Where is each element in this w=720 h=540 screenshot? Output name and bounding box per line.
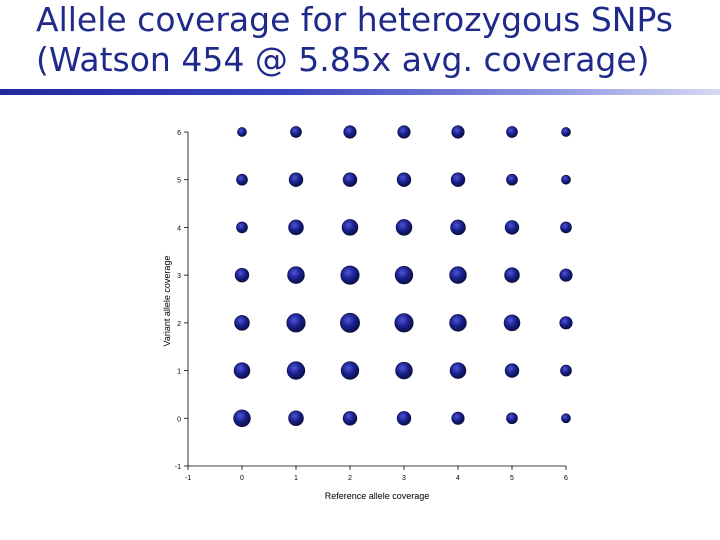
data-point <box>504 363 520 378</box>
data-point <box>397 125 411 139</box>
data-point <box>449 362 467 379</box>
data-point <box>561 413 571 424</box>
data-point <box>237 127 247 137</box>
data-point <box>451 125 465 139</box>
data-point <box>394 265 414 285</box>
y-axis-label: Variant allele coverage <box>162 256 172 347</box>
x-tick-label: 0 <box>240 475 244 482</box>
y-tick-label: 3 <box>177 273 181 280</box>
data-point <box>506 173 518 186</box>
y-tick-label: 6 <box>177 130 181 137</box>
slide-title-line-1: Allele coverage for heterozygous SNPs <box>36 0 673 39</box>
data-point <box>233 362 251 379</box>
data-point <box>288 410 304 427</box>
x-tick-label: 1 <box>294 475 298 482</box>
data-point <box>503 314 521 332</box>
x-tick-label: 5 <box>510 475 514 482</box>
chart-container: -1 0 1 2 3 4 5 6 -1 0 1 2 3 4 5 6 Reference allele cove… <box>150 118 590 510</box>
data-point <box>394 313 414 333</box>
data-point <box>233 409 251 428</box>
data-point <box>236 173 248 186</box>
data-point <box>450 219 466 236</box>
y-tick-label: 5 <box>177 178 181 185</box>
data-point <box>290 126 302 138</box>
data-point <box>449 314 467 332</box>
x-tick-label: 2 <box>348 475 352 482</box>
data-point <box>560 364 572 377</box>
x-tick-label: 4 <box>456 475 460 482</box>
chart-points <box>233 125 573 428</box>
data-point <box>504 267 520 283</box>
y-tick-label: 2 <box>177 321 181 328</box>
title-divider <box>0 89 720 95</box>
scatter-chart: -1 0 1 2 3 4 5 6 -1 0 1 2 3 4 5 6 Reference allele cove… <box>162 125 573 501</box>
x-tick-label: 6 <box>564 475 568 482</box>
data-point <box>341 219 359 236</box>
data-point <box>340 312 360 333</box>
slide-title: Allele coverage for heterozygous SNPs (W… <box>36 0 716 80</box>
data-point <box>395 361 413 380</box>
data-point <box>286 313 306 333</box>
data-point <box>342 411 358 426</box>
data-point <box>395 219 413 236</box>
y-tick-label: 4 <box>177 225 181 232</box>
y-tick-label: -1 <box>175 464 181 471</box>
x-tick-label: 3 <box>402 475 406 482</box>
data-point <box>236 221 248 234</box>
data-point <box>506 412 518 425</box>
data-point <box>561 127 571 137</box>
data-point <box>342 172 358 187</box>
data-point <box>340 361 360 380</box>
data-point <box>340 265 360 285</box>
data-point <box>396 172 412 187</box>
data-point <box>288 219 304 236</box>
data-point <box>504 220 520 235</box>
data-point <box>234 267 250 283</box>
y-tick-label: 0 <box>177 416 181 423</box>
data-point <box>234 315 250 331</box>
x-tick-label: -1 <box>185 475 191 482</box>
data-point <box>451 411 465 425</box>
data-point <box>287 266 305 284</box>
x-axis-label: Reference allele coverage <box>325 491 430 501</box>
data-point <box>450 172 466 187</box>
data-point <box>559 316 573 330</box>
data-point <box>288 172 304 187</box>
y-tick-label: 1 <box>177 369 181 376</box>
data-point <box>559 268 573 282</box>
chart-axes: -1 0 1 2 3 4 5 6 -1 0 1 2 3 4 5 6 <box>175 130 568 482</box>
data-point <box>396 411 412 426</box>
slide-title-line-2: (Watson 454 @ 5.85x avg. coverage) <box>36 40 650 79</box>
data-point <box>449 266 467 284</box>
data-point <box>343 125 357 139</box>
data-point <box>506 126 518 138</box>
data-point <box>286 361 306 380</box>
data-point <box>560 221 572 234</box>
data-point <box>561 174 571 185</box>
